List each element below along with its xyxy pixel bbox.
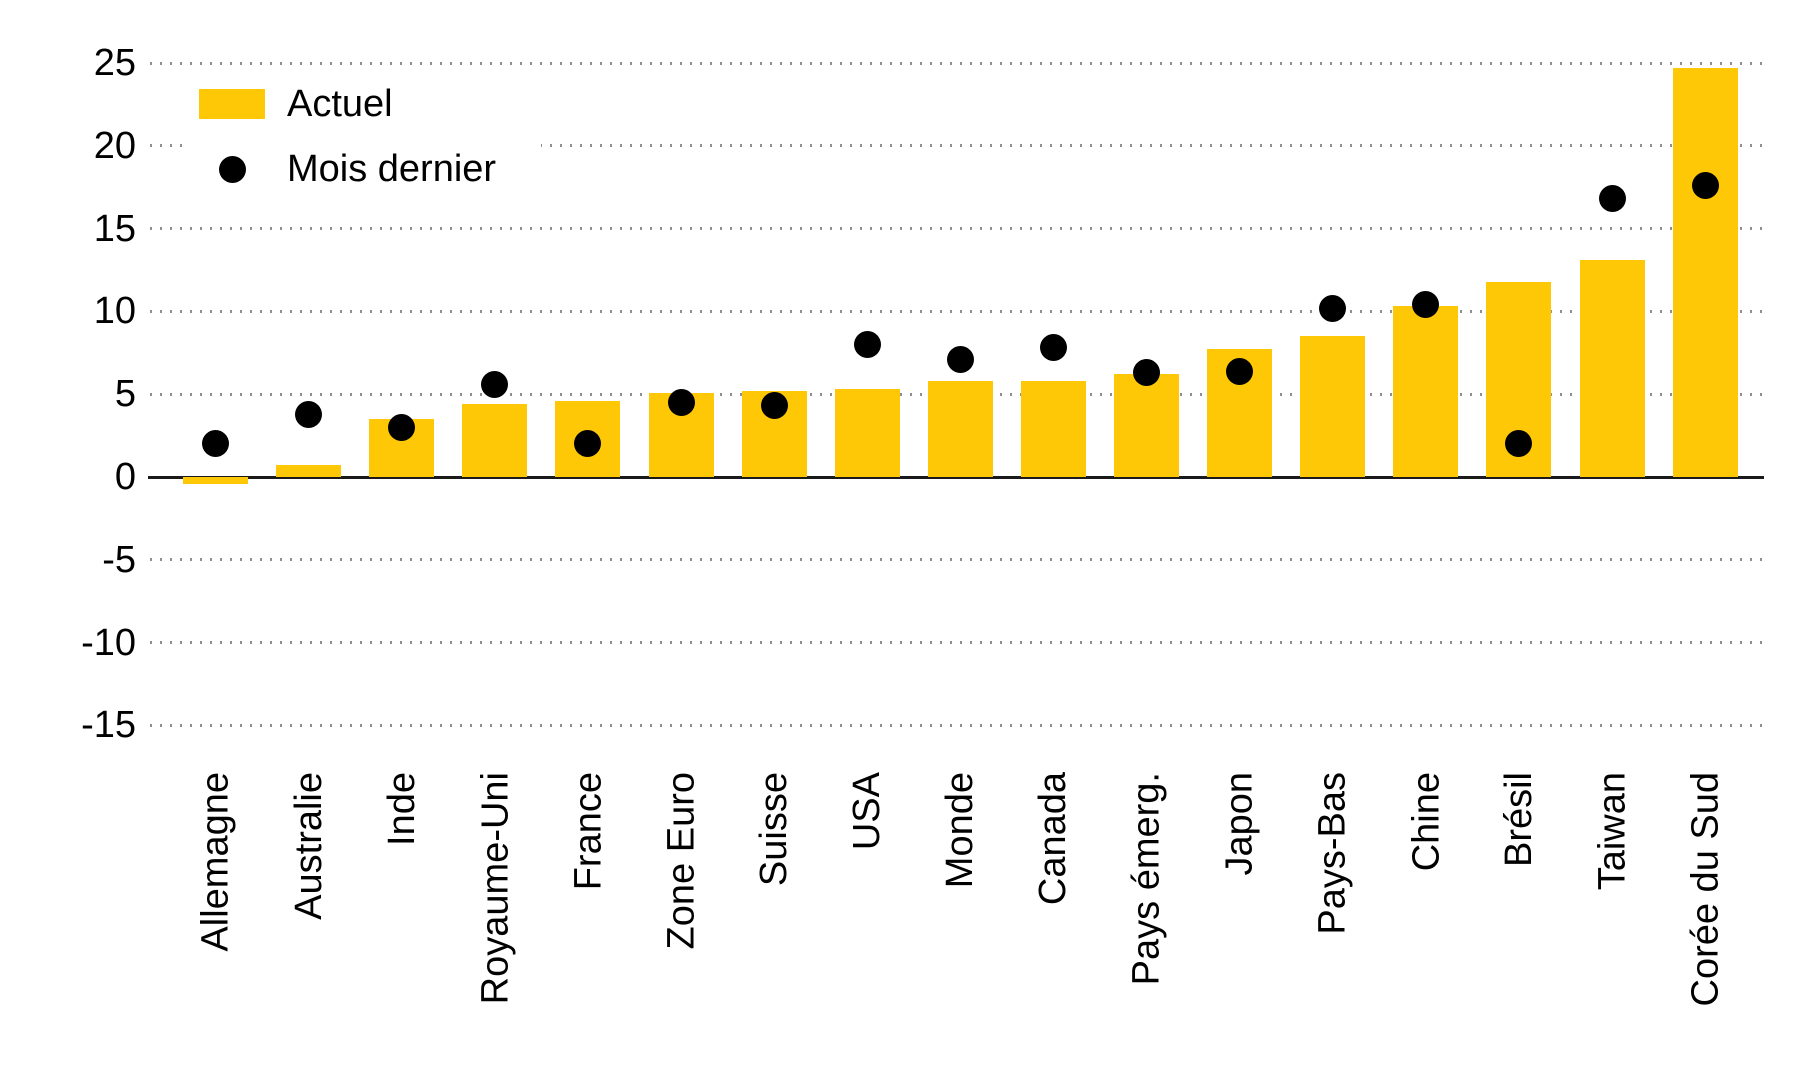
dot-USA	[853, 331, 881, 359]
gridline-y-15	[150, 723, 1762, 727]
bar-Allemagne	[183, 477, 248, 484]
dot-Chine	[1412, 291, 1440, 319]
y-axis-tick-label: 25	[93, 42, 136, 84]
legend-key-mois-dernier	[199, 155, 265, 183]
dot-marker-icon	[218, 155, 246, 183]
x-axis-label-Brésil: Brésil	[1497, 772, 1540, 868]
dot-Suisse	[760, 392, 788, 420]
y-axis-tick-label: 5	[114, 373, 136, 416]
x-axis-label-Pays émerg.: Pays émerg.	[1125, 772, 1168, 986]
dot-Canada	[1039, 334, 1067, 362]
x-axis-label-Inde: Inde	[380, 772, 423, 846]
legend-key-actuel	[199, 89, 265, 119]
x-axis-label-Pays-Bas: Pays-Bas	[1311, 772, 1354, 935]
bar-Monde	[927, 380, 993, 477]
dot-Zone Euro	[667, 388, 695, 416]
gridline-y-5	[150, 558, 1762, 562]
bar-USA	[834, 389, 900, 477]
y-axis-tick-label: 10	[93, 290, 136, 333]
x-axis-label-Taiwan: Taiwan	[1591, 772, 1633, 891]
x-axis-label-Allemagne: Allemagne	[194, 772, 237, 952]
dot-Australie	[295, 400, 323, 428]
dot-Allemagne	[202, 430, 229, 458]
bar-Australie	[276, 465, 342, 477]
x-axis-label-USA: USA	[846, 772, 889, 851]
dot-Pays-Bas	[1319, 294, 1347, 322]
bar-swatch-icon	[199, 89, 265, 119]
bar-Corée du Sud	[1672, 67, 1738, 477]
bar-Taiwan	[1579, 260, 1645, 477]
x-axis-label-France: France	[566, 772, 609, 891]
y-axis-tick-label: -5	[102, 538, 136, 581]
y-axis-tick-label: 0	[114, 456, 136, 498]
x-axis-label-Zone Euro: Zone Euro	[660, 772, 702, 950]
gridline-y15	[150, 227, 1762, 231]
y-axis-tick-label: -15	[81, 704, 136, 747]
y-axis-tick-label: 20	[93, 124, 136, 167]
x-axis-label-Chine: Chine	[1404, 772, 1447, 872]
legend-label-actuel: Actuel	[287, 83, 393, 125]
dot-Brésil	[1505, 430, 1533, 458]
x-axis-label-Corée du Sud: Corée du Sud	[1684, 772, 1727, 1007]
legend-item-actuel: Actuel	[199, 83, 496, 125]
x-axis-label-Monde: Monde	[939, 772, 982, 889]
gridline-y20	[150, 144, 1762, 148]
dot-France	[574, 430, 602, 458]
x-axis-label-Royaume-Uni: Royaume-Uni	[473, 772, 516, 1005]
y-axis-tick-label: -10	[81, 621, 136, 664]
x-axis-line	[148, 475, 1764, 479]
gridline-y10	[150, 309, 1762, 313]
x-axis-label-Japon: Japon	[1218, 772, 1261, 876]
dot-Japon	[1226, 357, 1254, 385]
bar-Pays-Bas	[1300, 336, 1366, 477]
legend-label-mois-dernier: Mois dernier	[287, 148, 497, 190]
chart-legend: Actuel Mois dernier	[189, 75, 542, 200]
y-axis-tick-label: 15	[93, 207, 136, 250]
dot-Royaume-Uni	[481, 370, 509, 398]
gridline-y-10	[150, 641, 1762, 645]
x-axis-label-Canada: Canada	[1032, 772, 1075, 906]
bar-Canada	[1020, 380, 1086, 477]
dot-Pays émerg.	[1133, 359, 1160, 387]
x-axis-label-Suisse: Suisse	[753, 772, 796, 887]
bar-Chine	[1393, 306, 1459, 477]
bar-Royaume-Uni	[462, 404, 528, 477]
legend-item-mois-dernier: Mois dernier	[199, 148, 496, 190]
dot-Taiwan	[1598, 185, 1626, 213]
dot-Corée du Sud	[1691, 172, 1719, 200]
dot-Monde	[946, 345, 974, 373]
gridline-y25	[150, 61, 1762, 65]
x-axis-label-Australie: Australie	[287, 772, 330, 920]
dot-Inde	[388, 413, 416, 441]
bar-Pays émerg.	[1114, 374, 1179, 477]
